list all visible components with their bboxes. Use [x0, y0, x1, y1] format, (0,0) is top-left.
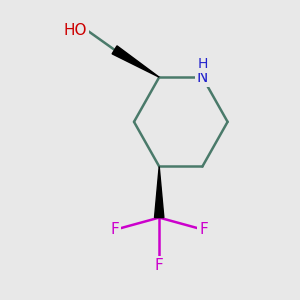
Text: F: F — [110, 222, 119, 237]
Text: N: N — [197, 70, 208, 85]
Polygon shape — [112, 46, 159, 77]
Text: F: F — [200, 222, 208, 237]
Polygon shape — [154, 167, 164, 218]
Text: F: F — [155, 258, 164, 273]
Text: H: H — [197, 57, 208, 71]
Text: HO: HO — [64, 23, 87, 38]
